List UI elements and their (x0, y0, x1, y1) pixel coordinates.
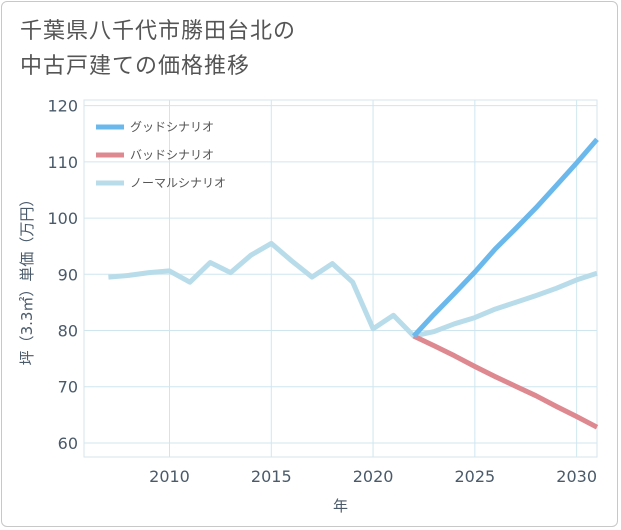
series-line-normal (108, 240, 598, 339)
x-tick-2030: 2030 (556, 467, 597, 486)
legend-label-good: グッドシナリオ (130, 120, 214, 134)
y-tick-80: 80 (58, 322, 78, 341)
title-line-2: 中古戸建ての価格推移 (20, 54, 251, 79)
y-tick-100: 100 (47, 209, 78, 228)
axis-ticks: 2010 2015 2020 2025 2030 60 70 80 90 100 110 120 (47, 97, 597, 486)
x-tick-2020: 2020 (353, 467, 394, 486)
grid (84, 100, 597, 457)
x-tick-2025: 2025 (454, 467, 495, 486)
legend-label-bad: バッドシナリオ (130, 148, 214, 162)
y-axis-label: 坪（3.3㎡）単価（万円） (18, 192, 36, 366)
x-tick-2010: 2010 (149, 467, 190, 486)
x-tick-2015: 2015 (251, 467, 292, 486)
y-tick-70: 70 (58, 378, 78, 397)
title-line-1: 千葉県八千代市勝田台北の (20, 19, 297, 44)
page-title: 千葉県八千代市勝田台北の 中古戸建ての価格推移 (20, 14, 600, 84)
y-tick-120: 120 (47, 97, 78, 116)
series-layer (108, 137, 599, 430)
series-line-good (411, 137, 599, 338)
plot-border (83, 99, 598, 458)
legend-label-normal: ノーマルシナリオ (130, 176, 226, 190)
y-tick-90: 90 (58, 265, 78, 284)
x-axis-label: 年 (333, 497, 348, 515)
y-tick-60: 60 (58, 434, 78, 453)
y-tick-110: 110 (47, 153, 78, 172)
series-line-bad (412, 333, 599, 430)
